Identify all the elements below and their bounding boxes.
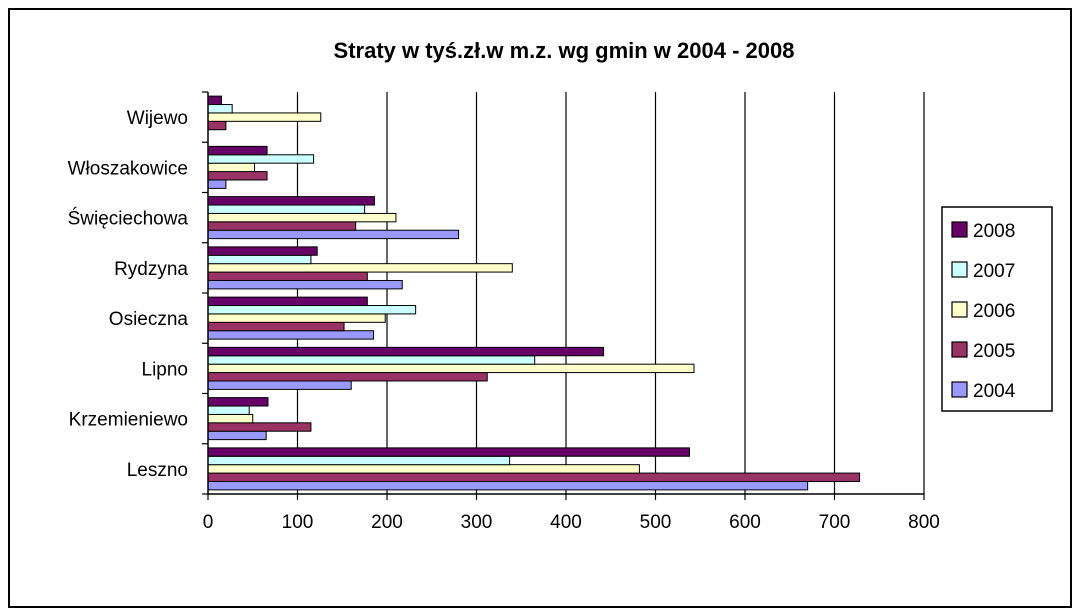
bar bbox=[207, 154, 315, 164]
bar bbox=[207, 305, 417, 315]
legend-label: 2005 bbox=[973, 341, 1015, 362]
x-tick-label: 200 bbox=[371, 512, 403, 533]
bar bbox=[207, 455, 511, 466]
bar bbox=[207, 313, 386, 323]
category-label: Rydzyna bbox=[114, 259, 188, 280]
category-label: Osieczna bbox=[109, 309, 189, 330]
chart-title: Straty w tyś.zł.w m.z. wg gmin w 2004 - … bbox=[333, 38, 795, 63]
legend-swatch bbox=[951, 301, 968, 318]
bar bbox=[207, 221, 357, 231]
category-label: Święciechowa bbox=[68, 208, 189, 230]
category-label: Lipno bbox=[142, 359, 189, 380]
bar bbox=[207, 112, 322, 122]
bar bbox=[207, 355, 536, 365]
bar bbox=[207, 145, 268, 156]
bar bbox=[207, 95, 222, 106]
x-tick-label: 600 bbox=[729, 512, 761, 533]
x-tick-label: 0 bbox=[203, 512, 214, 533]
x-tick-label: 300 bbox=[461, 512, 493, 533]
x-tick-label: 400 bbox=[550, 512, 582, 533]
bar bbox=[207, 321, 345, 332]
bar bbox=[207, 380, 352, 390]
bar bbox=[207, 422, 312, 432]
bar bbox=[207, 246, 318, 256]
legend-swatch bbox=[951, 341, 968, 358]
bar bbox=[207, 271, 368, 281]
bar bbox=[207, 179, 227, 189]
bar bbox=[207, 330, 375, 340]
bar bbox=[207, 104, 233, 114]
legend-label: 2008 bbox=[973, 221, 1015, 242]
bar bbox=[207, 397, 269, 407]
legend-label: 2006 bbox=[973, 301, 1015, 322]
bar bbox=[207, 480, 809, 491]
bar bbox=[207, 372, 488, 382]
legend-box bbox=[941, 206, 1053, 412]
bar bbox=[207, 204, 366, 214]
chart-frame bbox=[8, 8, 1072, 608]
bar bbox=[207, 120, 227, 131]
category-label: Krzemieniewo bbox=[69, 410, 188, 431]
x-tick-label: 500 bbox=[640, 512, 672, 533]
x-tick-label: 100 bbox=[282, 512, 314, 533]
bar bbox=[207, 363, 695, 374]
bar bbox=[207, 447, 691, 457]
bar bbox=[207, 212, 397, 223]
x-tick-label: 700 bbox=[819, 512, 851, 533]
category-label: Leszno bbox=[127, 460, 188, 481]
bar bbox=[207, 464, 640, 474]
legend-label: 2004 bbox=[973, 381, 1016, 402]
category-label: Wijewo bbox=[127, 108, 188, 129]
legend-swatch bbox=[951, 261, 968, 278]
bar bbox=[207, 171, 268, 181]
bar bbox=[207, 296, 368, 307]
bar bbox=[207, 430, 267, 441]
bar bbox=[207, 254, 312, 265]
bar bbox=[207, 472, 861, 482]
bar bbox=[207, 229, 460, 240]
bar bbox=[207, 263, 513, 273]
legend-swatch bbox=[951, 381, 968, 398]
legend-label: 2007 bbox=[973, 261, 1015, 282]
legend-swatch bbox=[951, 221, 968, 238]
bar bbox=[207, 162, 256, 173]
bar bbox=[207, 405, 250, 415]
bar bbox=[207, 346, 605, 357]
bar bbox=[207, 196, 375, 206]
bar bbox=[207, 279, 403, 290]
category-label: Włoszakowice bbox=[68, 158, 188, 179]
x-tick-label: 800 bbox=[908, 512, 940, 533]
bar bbox=[207, 413, 254, 424]
